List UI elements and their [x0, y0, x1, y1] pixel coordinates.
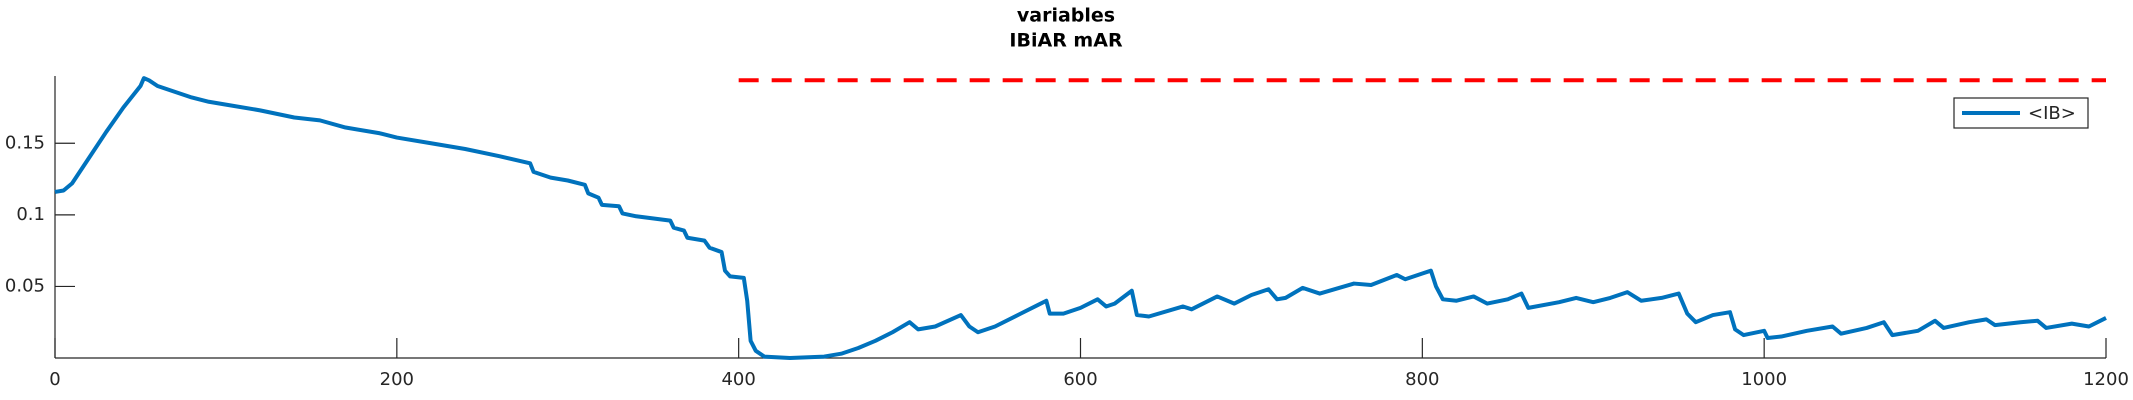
chart-subtitle: IBiAR mAR — [1009, 30, 1123, 52]
y-tick-label: 0.1 — [16, 204, 45, 225]
x-tick-label: 1000 — [1741, 369, 1787, 390]
legend-label: <IB> — [2028, 103, 2076, 124]
y-tick-label: 0.15 — [5, 132, 45, 153]
chart-title: variables — [1017, 5, 1115, 27]
data-line — [54, 76, 2107, 360]
y-tick-label: 0.05 — [5, 275, 45, 296]
x-tick-label: 600 — [1063, 369, 1097, 390]
x-tick-label: 200 — [380, 369, 414, 390]
x-tick-label: 1200 — [2083, 369, 2129, 390]
x-tick-label: 800 — [1405, 369, 1439, 390]
x-tick-label: 0 — [49, 369, 60, 390]
x-tick-label: 400 — [721, 369, 755, 390]
